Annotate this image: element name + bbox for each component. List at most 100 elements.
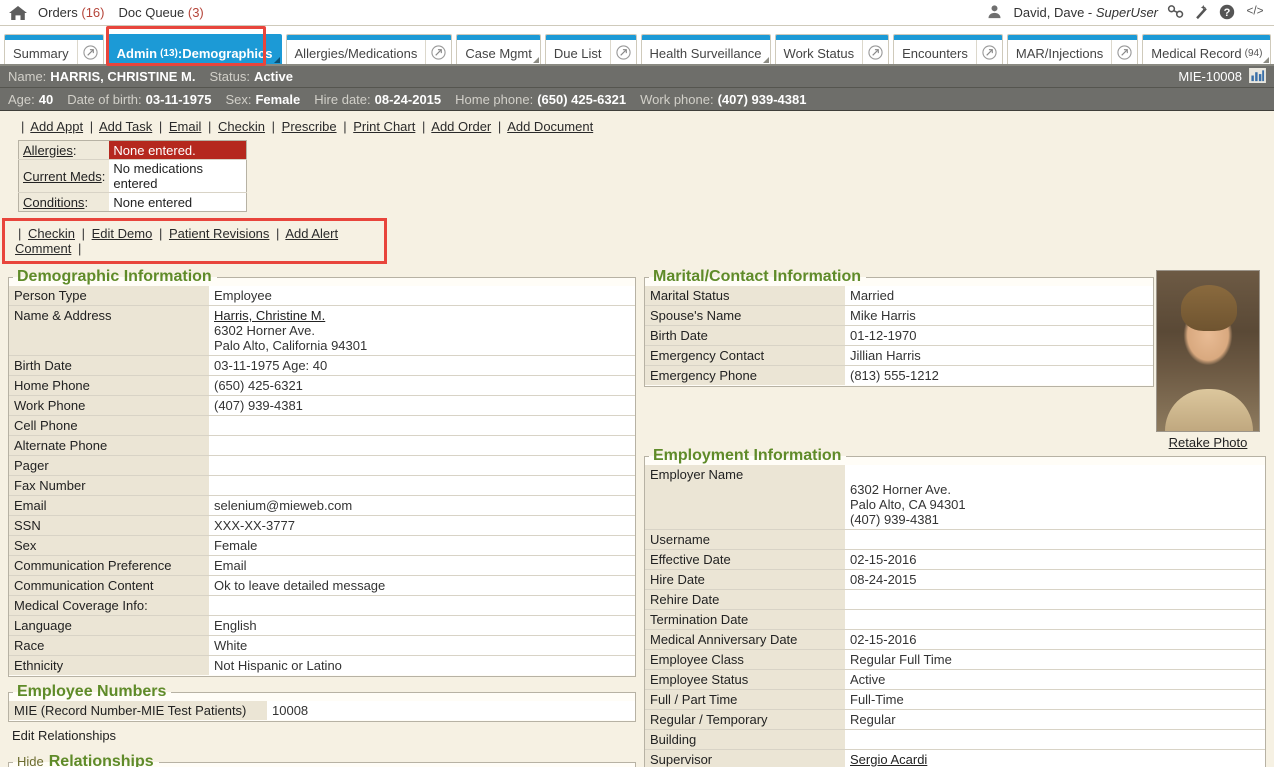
separator: | [271, 119, 276, 134]
tab-work-status[interactable]: Work Status [774, 34, 890, 64]
row-value: 02-15-2016 [845, 549, 1265, 570]
bar-chart-icon[interactable] [1249, 67, 1266, 86]
edit-relationships-link[interactable]: Edit Relationships [12, 728, 117, 743]
external-link-icon[interactable] [862, 35, 888, 64]
tab-admin-demographics[interactable]: Admin (13):Demographics [107, 34, 282, 64]
banner-hiredate-label: Hire date: [314, 91, 371, 107]
row-value: 01-12-1970 [845, 325, 1153, 346]
external-link-icon[interactable] [76, 35, 103, 64]
alert-link-patient-revisions[interactable]: Patient Revisions [168, 226, 270, 241]
table-row: SSN XXX-XX-3777 [9, 515, 635, 536]
home-icon[interactable] [8, 4, 28, 22]
action-prescribe[interactable]: Prescribe [281, 119, 337, 134]
row-value [209, 415, 635, 436]
table-row: Employee Class Regular Full Time [645, 649, 1265, 670]
row-value [845, 529, 1265, 550]
marital-contact-information-title: Marital/Contact Information [653, 268, 862, 285]
action-checkin[interactable]: Checkin [218, 119, 266, 134]
alert-conditions-key[interactable]: Conditions: [18, 192, 110, 212]
row-value [845, 609, 1265, 630]
table-row: Emergency Phone (813) 555-1212 [645, 365, 1153, 385]
row-value: Harris, Christine M. 6302 Horner Ave. Pa… [209, 305, 635, 356]
alert-conditions-link[interactable]: Conditions [23, 194, 85, 210]
right-column: Marital/Contact Information Marital Stat… [636, 268, 1266, 767]
external-link-icon[interactable] [1111, 35, 1137, 64]
banner-age-value: 40 [38, 91, 54, 107]
alert-meds-link[interactable]: Current Meds [23, 168, 102, 184]
action-add-task[interactable]: Add Task [99, 119, 153, 134]
external-link-icon[interactable] [425, 35, 451, 64]
action-add-appt[interactable]: Add Appt [30, 119, 84, 134]
alert-link-add-alert-comment[interactable]: Add Alert Comment [15, 226, 339, 256]
address-line-1: 6302 Horner Ave. [214, 323, 315, 338]
row-key: MIE (Record Number-MIE Test Patients) [9, 701, 267, 720]
alert-link-checkin[interactable]: Checkin [28, 226, 75, 241]
alert-conditions-value: None entered [113, 194, 193, 210]
banner-sex-label: Sex: [225, 91, 252, 107]
table-row: Ethnicity Not Hispanic or Latino [9, 655, 635, 675]
topbar-link-orders[interactable]: Orders (16) [38, 5, 104, 20]
retake-photo-link[interactable]: Retake Photo [1168, 435, 1248, 450]
patient-banner-secondary: Age: 40 Date of birth: 03-11-1975 Sex: F… [0, 88, 1274, 111]
row-key: Employer Name [645, 465, 845, 530]
row-value [845, 589, 1265, 610]
topbar-link-doc-queue[interactable]: Doc Queue (3) [118, 5, 203, 20]
table-row: Birth Date 01-12-1970 [645, 325, 1153, 346]
row-key: Person Type [9, 286, 209, 306]
tab-mar-injections[interactable]: MAR/Injections [1006, 34, 1139, 64]
alert-allergies-link[interactable]: Allergies [23, 142, 73, 158]
code-icon[interactable]: </> [1245, 4, 1263, 21]
main-content-area: Demographic Information Person Type Emplo… [0, 268, 1274, 767]
row-value: selenium@mieweb.com [209, 495, 635, 516]
action-add-document[interactable]: Add Document [507, 119, 594, 134]
help-icon[interactable]: ? [1219, 4, 1236, 21]
tab-health-surveillance[interactable]: Health Surveillance [640, 34, 771, 64]
separator: | [497, 119, 502, 134]
demographic-information-panel: Demographic Information Person Type Emplo… [8, 268, 636, 677]
table-row: Birth Date 03-11-1975 Age: 40 [9, 355, 635, 376]
tab-encounters[interactable]: Encounters [893, 34, 1003, 64]
row-value: 10008 [267, 701, 635, 720]
tab-due-list[interactable]: Due List [544, 34, 637, 64]
tab-work-status-label: Work Status [783, 45, 855, 61]
separator: | [21, 119, 25, 134]
relationships-hide-link[interactable]: Hide [17, 754, 44, 767]
alert-meds-key[interactable]: Current Meds: [18, 159, 110, 193]
tab-allergies-medications[interactable]: Allergies/Medications [285, 34, 453, 64]
action-print-chart[interactable]: Print Chart [353, 119, 416, 134]
row-key: Emergency Phone [645, 365, 845, 385]
table-row: Emergency Contact Jillian Harris [645, 345, 1153, 366]
row-key: Rehire Date [645, 589, 845, 610]
alert-link-edit-demo[interactable]: Edit Demo [91, 226, 153, 241]
patient-name-link[interactable]: Harris, Christine M. [214, 308, 326, 323]
tab-case-mgmt[interactable]: Case Mgmt [456, 34, 541, 64]
link-chain-icon[interactable] [1167, 4, 1184, 21]
alert-allergies-value: None entered. [109, 140, 247, 160]
alert-row-allergies: Allergies: None entered. [18, 140, 247, 160]
tab-due-list-label: Due List [553, 45, 602, 61]
tab-medical-record[interactable]: Medical Record (94) [1142, 34, 1272, 64]
external-link-icon[interactable] [609, 35, 636, 64]
tab-corner-marker [532, 57, 539, 63]
table-row: Race White [9, 635, 635, 656]
action-email[interactable]: Email [168, 119, 202, 134]
external-link-icon[interactable] [975, 35, 1002, 64]
action-add-order[interactable]: Add Order [431, 119, 492, 134]
current-user-label[interactable]: David, Dave - SuperUser [1013, 5, 1158, 20]
tab-summary[interactable]: Summary [4, 34, 104, 64]
row-value: Regular Full Time [845, 649, 1265, 670]
table-row: Name & Address Harris, Christine M. 6302… [9, 305, 635, 356]
alert-allergies-key[interactable]: Allergies: [18, 140, 110, 160]
row-key: Employee Status [645, 669, 845, 690]
supervisor-link[interactable]: Sergio Acardi [850, 752, 928, 767]
row-value: 08-24-2015 [845, 569, 1265, 590]
table-row: Medical Coverage Info: [9, 595, 635, 616]
table-row: Effective Date 02-15-2016 [645, 549, 1265, 570]
row-key: Sex [9, 535, 209, 556]
patient-alert-action-links: | Checkin | Edit Demo | Patient Revision… [2, 218, 387, 264]
marital-contact-information-panel: Marital/Contact Information Marital Stat… [644, 268, 1154, 387]
main-tab-strip: Summary Admin (13):Demographics Allergie… [0, 26, 1274, 66]
edit-relationships-row: Edit Relationships [12, 728, 636, 743]
magic-wand-icon[interactable] [1193, 4, 1210, 21]
